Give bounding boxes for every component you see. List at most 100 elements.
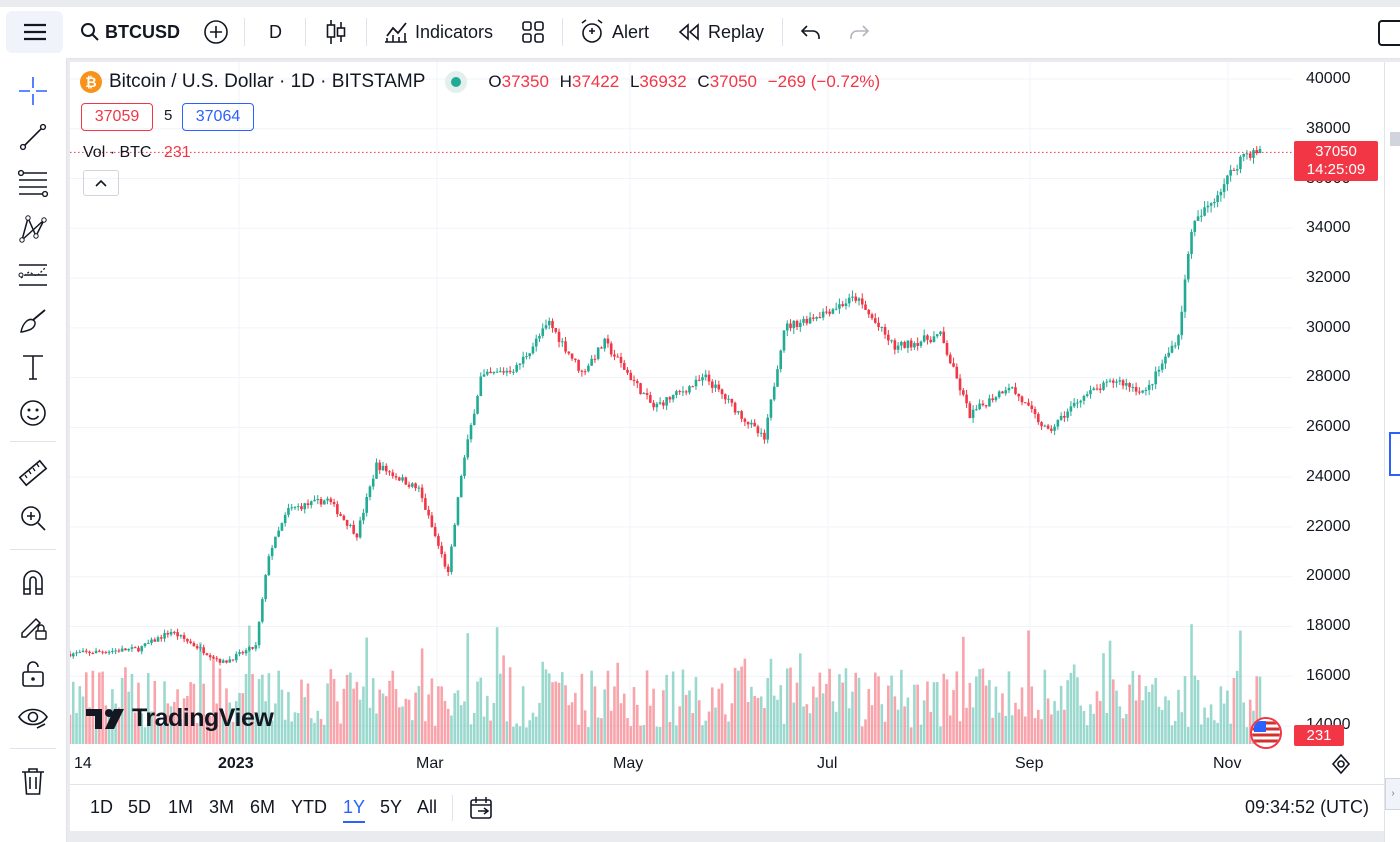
tradingview-watermark[interactable]: TradingView xyxy=(84,704,274,733)
text-tool[interactable] xyxy=(14,348,52,386)
collapse-legend-button[interactable] xyxy=(83,170,119,196)
crosshair-tool[interactable] xyxy=(14,72,52,110)
market-status[interactable] xyxy=(445,71,468,93)
lock-drawings-tool[interactable] xyxy=(14,607,52,645)
range-1m[interactable]: 1M xyxy=(168,797,194,817)
chart-area[interactable]: ₿ Bitcoin / U.S. Dollar · 1D · BITSTAMP … xyxy=(70,62,1384,830)
volume-bar xyxy=(962,636,965,744)
compare-symbol-button[interactable] xyxy=(203,7,229,57)
volume-bar xyxy=(942,673,946,744)
candle-body xyxy=(538,335,541,339)
range-5y[interactable]: 5Y xyxy=(380,797,403,817)
replay-button[interactable]: Replay xyxy=(678,7,764,57)
volume-bar xyxy=(515,723,518,744)
candle-body xyxy=(681,391,685,393)
chart-type-button[interactable] xyxy=(325,7,347,57)
candle-body xyxy=(486,371,489,375)
symbol-search[interactable]: BTCUSD xyxy=(80,7,180,57)
brush-tool[interactable] xyxy=(14,302,52,340)
price-chart[interactable] xyxy=(70,62,1384,784)
interval-button[interactable]: D xyxy=(269,7,282,57)
candle-body xyxy=(98,650,101,652)
pattern-tool[interactable] xyxy=(14,210,52,248)
candle-body xyxy=(1200,215,1203,217)
candle-body xyxy=(710,381,714,388)
trendline-tool[interactable] xyxy=(14,118,52,156)
visibility-tool[interactable] xyxy=(14,699,52,737)
volume-bar xyxy=(78,686,82,744)
utc-clock[interactable]: 09:34:52 (UTC) xyxy=(1245,797,1370,817)
candle-body xyxy=(913,343,916,348)
candle-body xyxy=(756,426,760,434)
candle-body xyxy=(124,648,127,651)
volume-bar xyxy=(453,693,457,744)
volume-bar xyxy=(1203,707,1206,744)
candle-body xyxy=(332,502,336,505)
candle-body xyxy=(714,384,717,388)
volume-bar xyxy=(339,723,342,744)
buy-price-button[interactable]: 37064 xyxy=(182,103,254,131)
candle-body xyxy=(929,339,933,343)
emoji-tool[interactable] xyxy=(14,394,52,432)
range-ytd[interactable]: YTD xyxy=(291,797,327,817)
candle-body xyxy=(531,346,535,354)
volume-bar xyxy=(241,693,245,744)
range-1y[interactable]: 1Y xyxy=(343,797,366,823)
layout-button[interactable] xyxy=(1378,20,1400,46)
toolbar-separator xyxy=(10,441,56,442)
right-panel-toggle[interactable]: › xyxy=(1385,778,1400,810)
bitcoin-logo-icon: ₿ xyxy=(80,71,102,93)
candle-body xyxy=(1206,205,1210,208)
zoom-tool[interactable] xyxy=(14,499,52,537)
volume-bar xyxy=(688,690,691,744)
go-to-date-button[interactable] xyxy=(468,795,494,826)
redo-button[interactable] xyxy=(848,7,870,57)
candle-body xyxy=(831,309,835,314)
sell-price-button[interactable]: 37059 xyxy=(81,103,153,131)
lock-tool[interactable] xyxy=(14,654,52,692)
candle-body xyxy=(873,318,877,323)
volume-bar xyxy=(877,676,880,744)
undo-button[interactable] xyxy=(800,7,822,57)
volume-bar xyxy=(1082,710,1086,744)
range-all[interactable]: All xyxy=(417,797,438,817)
candle-body xyxy=(156,637,160,642)
volume-bar xyxy=(583,710,587,744)
delete-tool[interactable] xyxy=(14,762,52,800)
volume-bar xyxy=(694,677,698,744)
volume-bar xyxy=(133,712,137,744)
candle-body xyxy=(257,621,261,646)
candle-body xyxy=(1033,409,1037,415)
ruler-tool[interactable] xyxy=(14,454,52,492)
candle-body xyxy=(1138,391,1141,393)
volume-bar xyxy=(495,627,499,744)
candle-body xyxy=(1004,390,1007,394)
candle-body xyxy=(724,394,727,400)
menu-button[interactable] xyxy=(6,11,63,53)
volume-bar xyxy=(635,704,639,744)
range-6m[interactable]: 6M xyxy=(250,797,276,817)
volume-bar xyxy=(137,682,140,744)
candle-body xyxy=(1190,231,1193,255)
range-5d[interactable]: 5D xyxy=(128,797,152,817)
volume-bar xyxy=(1209,704,1213,744)
indicators-button[interactable]: Indicators xyxy=(383,7,493,57)
range-1d[interactable]: 1D xyxy=(90,797,114,817)
volume-bar xyxy=(75,712,78,744)
candle-body xyxy=(199,647,202,649)
candle-body xyxy=(1157,369,1161,372)
volume-bar xyxy=(1043,669,1047,744)
economic-events-badge[interactable] xyxy=(1250,717,1282,749)
volume-bar xyxy=(1138,674,1141,744)
projection-tool[interactable] xyxy=(14,256,52,294)
candle-body xyxy=(997,391,1001,398)
volume-bar xyxy=(212,655,215,744)
range-3m[interactable]: 3M xyxy=(209,797,235,817)
templates-button[interactable] xyxy=(521,7,545,57)
candle-body xyxy=(499,371,502,373)
chart-settings-button[interactable] xyxy=(1330,753,1352,780)
magnet-tool[interactable] xyxy=(14,562,52,600)
fib-tool[interactable] xyxy=(14,164,52,202)
volume-bar xyxy=(662,690,665,744)
alert-button[interactable]: Alert xyxy=(578,7,649,57)
